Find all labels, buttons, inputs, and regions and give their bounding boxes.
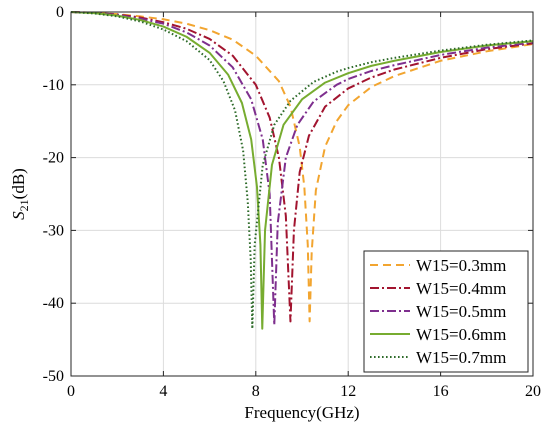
y-axis-label-base: S [9, 211, 28, 220]
x-tick-label: 4 [159, 383, 167, 400]
axis-ticks [70, 11, 534, 377]
plot-frame [70, 11, 534, 377]
y-tick-label: 0 [56, 4, 64, 21]
y-tick-label: -30 [43, 222, 64, 239]
tick-labels: 0 4 8 12 16 20 0 -10 -20 -30 -40 -50 [43, 4, 541, 400]
y-axis-label-sub: 21 [17, 199, 31, 211]
y-tick-label: -10 [43, 77, 64, 94]
series-line-1 [70, 11, 534, 323]
x-tick-label: 0 [67, 383, 75, 400]
series-line-3 [70, 11, 534, 327]
legend-label-3: W15=0.5mm [416, 302, 506, 321]
legend: W15=0.3mm W15=0.4mm W15=0.5mm W15=0.6mm W15=… [363, 250, 529, 373]
series-line-5 [70, 11, 534, 330]
series-line-2 [70, 11, 534, 323]
series-lines [70, 11, 534, 330]
x-tick-label: 8 [252, 383, 260, 400]
y-tick-label: -20 [43, 150, 64, 167]
series-line-4 [70, 11, 534, 330]
y-axis-label-unit: (dB) [9, 168, 28, 199]
x-tick-label: 16 [433, 383, 449, 400]
legend-label-2: W15=0.4mm [416, 279, 506, 298]
x-tick-label: 20 [525, 383, 541, 400]
legend-label-4: W15=0.6mm [416, 325, 506, 344]
x-axis-label: Frequency(GHz) [244, 403, 359, 422]
x-tick-label: 12 [340, 383, 356, 400]
legend-label-1: W15=0.3mm [416, 256, 506, 275]
y-tick-label: -40 [43, 295, 64, 312]
y-tick-label: -50 [43, 368, 64, 385]
y-axis-label: S21(dB) [9, 168, 31, 220]
legend-label-5: W15=0.7mm [416, 348, 506, 367]
